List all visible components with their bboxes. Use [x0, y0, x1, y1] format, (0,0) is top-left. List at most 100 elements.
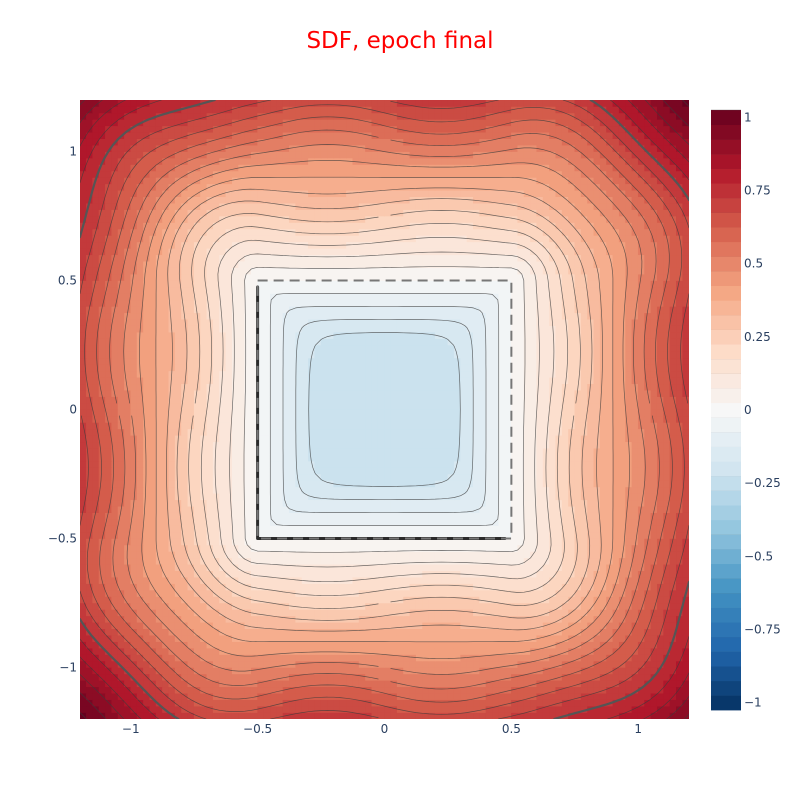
contour-fill-cell	[200, 699, 208, 707]
contour-fill-cell	[130, 712, 138, 719]
contour-fill-cell	[333, 434, 341, 443]
contour-fill-cell	[434, 589, 442, 597]
contour-fill-cell	[149, 454, 157, 462]
contour-fill-cell	[492, 589, 499, 597]
contour-fill-cell	[650, 570, 658, 578]
contour-fill-cell	[599, 518, 607, 526]
contour-fill-cell	[193, 434, 201, 443]
contour-fill-cell	[308, 641, 316, 649]
contour-fill-cell	[650, 602, 658, 610]
contour-fill-cell	[270, 641, 277, 649]
contour-fill-cell	[377, 402, 385, 410]
contour-fill-cell	[536, 402, 544, 410]
contour-fill-cell	[98, 667, 106, 675]
contour-fill-cell	[415, 692, 423, 700]
contour-fill-cell	[130, 447, 138, 455]
contour-fill-cell	[492, 602, 499, 610]
contour-fill-cell	[155, 576, 163, 584]
contour-fill-cell	[320, 621, 328, 630]
contour-fill-cell	[276, 557, 284, 565]
contour-fill-cell	[333, 538, 341, 546]
contour-fill-cell	[250, 621, 258, 630]
contour-fill-cell	[523, 389, 531, 397]
contour-fill-cell	[428, 692, 436, 700]
contour-fill-cell	[231, 699, 239, 707]
contour-fill-cell	[453, 615, 461, 623]
contour-fill-cell	[396, 525, 404, 533]
contour-fill-cell	[155, 441, 163, 449]
contour-fill-cell	[352, 583, 360, 591]
contour-fill-cell	[219, 712, 227, 719]
contour-fill-cell	[599, 551, 607, 559]
contour-fill-cell	[117, 538, 125, 546]
contour-fill-cell	[396, 563, 404, 571]
contour-fill-cell	[555, 467, 563, 475]
contour-fill-cell	[599, 531, 607, 539]
contour-fill-cell	[555, 473, 563, 481]
contour-fill-cell	[542, 699, 550, 707]
contour-fill-cell	[333, 621, 341, 630]
contour-fill-cell	[98, 609, 106, 617]
contour-fill-cell	[124, 628, 132, 636]
contour-fill-cell	[561, 647, 569, 655]
contour-fill-cell	[105, 473, 113, 481]
contour-fill-cell	[308, 686, 316, 694]
contour-fill-cell	[365, 621, 373, 630]
contour-fill-cell	[231, 473, 239, 481]
contour-fill-cell	[212, 447, 220, 455]
contour-fill-cell	[453, 389, 461, 397]
contour-fill-cell	[263, 602, 271, 610]
contour-fill-cell	[238, 621, 246, 630]
contour-fill-cell	[403, 705, 411, 713]
contour-fill-cell	[187, 628, 195, 636]
contour-fill-cell	[295, 673, 303, 681]
contour-fill-cell	[263, 705, 271, 713]
contour-fill-cell	[238, 531, 246, 539]
contour-fill-cell	[428, 680, 436, 688]
contour-fill-cell	[339, 667, 347, 675]
contour-fill-cell	[333, 531, 341, 539]
contour-fill-cell	[498, 699, 506, 707]
contour-fill-cell	[447, 641, 455, 649]
contour-fill-cell	[231, 512, 239, 520]
contour-fill-cell	[555, 383, 563, 391]
contour-fill-cell	[447, 583, 455, 591]
contour-fill-cell	[174, 480, 182, 488]
contour-fill-cell	[637, 525, 645, 533]
contour-fill-cell	[561, 634, 569, 642]
contour-fill-cell	[593, 615, 601, 623]
contour-fill-cell	[574, 544, 582, 552]
contour-fill-cell	[676, 673, 683, 681]
contour-fill-cell	[111, 699, 119, 707]
contour-fill-cell	[676, 467, 683, 475]
contour-fill-cell	[162, 544, 170, 552]
contour-fill-cell	[587, 454, 595, 462]
contour-fill-cell	[80, 570, 87, 578]
contour-fill-cell	[130, 544, 138, 552]
contour-fill-cell	[308, 525, 316, 533]
contour-fill-cell	[212, 628, 220, 636]
contour-fill-cell	[301, 686, 309, 694]
contour-fill-cell	[517, 409, 525, 417]
contour-fill-cell	[473, 389, 480, 397]
contour-fill-cell	[498, 402, 506, 410]
contour-fill-cell	[143, 486, 151, 494]
contour-fill-cell	[523, 415, 531, 423]
contour-fill-cell	[168, 570, 176, 578]
contour-fill-cell	[270, 518, 277, 526]
contour-fill-cell	[174, 447, 182, 455]
contour-fill-cell	[663, 660, 671, 668]
contour-fill-cell	[663, 589, 671, 597]
contour-fill-cell	[536, 447, 544, 455]
contour-fill-cell	[130, 467, 138, 475]
contour-fill-cell	[409, 415, 417, 423]
contour-fill-cell	[270, 621, 277, 630]
contour-fill-cell	[111, 383, 119, 391]
contour-fill-cell	[181, 654, 189, 662]
contour-fill-cell	[682, 641, 689, 649]
contour-fill-cell	[225, 551, 233, 559]
contour-fill-cell	[460, 518, 468, 526]
contour-fill-cell	[612, 409, 620, 417]
contour-fill-cell	[625, 699, 633, 707]
contour-fill-cell	[111, 563, 119, 571]
